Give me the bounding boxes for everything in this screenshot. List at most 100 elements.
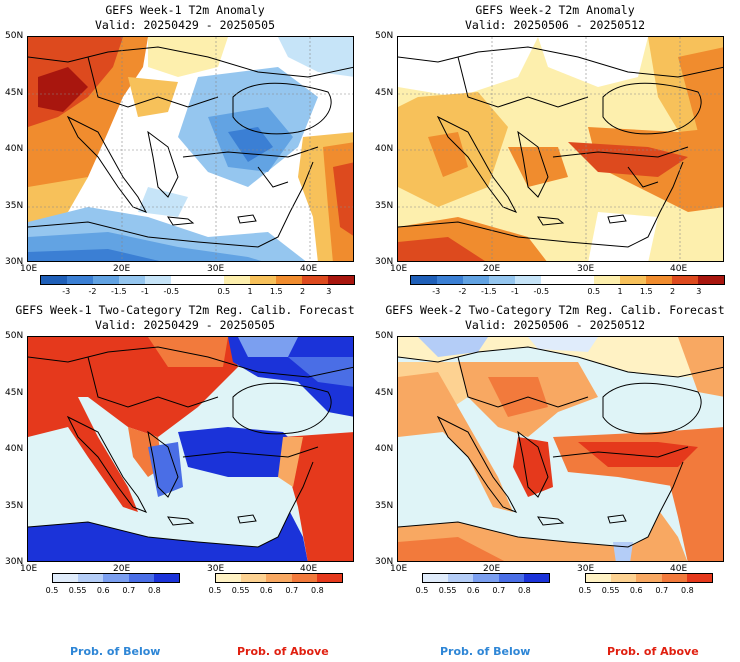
map-fill: [398, 337, 723, 561]
colorbar-swatch: [593, 276, 620, 284]
colorbar-swatch: [41, 276, 68, 284]
lon-label: 20E: [483, 264, 501, 274]
colorbar-swatch: [523, 574, 550, 582]
lon-label: 10E: [20, 264, 38, 274]
colorbar-tick-label: 0.5: [208, 586, 222, 595]
colorbar-tick-label: -1.5: [110, 287, 127, 296]
anomaly-colorbar: [410, 275, 725, 285]
lat-label: 35N: [375, 501, 394, 511]
colorbar-swatch: [489, 276, 516, 284]
panel-title: GEFS Week-1 Two-Category T2m Reg. Calib.…: [15, 303, 355, 317]
lon-label: 20E: [113, 564, 131, 574]
panel-subtitle: Valid: 20250429 - 20250505: [94, 318, 275, 332]
colorbar-tick-label: -1: [511, 287, 519, 296]
lon-label: 20E: [113, 264, 131, 274]
lat-label: 45N: [5, 388, 24, 398]
lon-label: 30E: [577, 264, 595, 274]
colorbar-swatch: [249, 276, 276, 284]
colorbar-tick-label: 0.7: [492, 586, 506, 595]
colorbar-tick-label: 0.6: [96, 586, 110, 595]
lat-label: 35N: [375, 201, 394, 211]
colorbar-swatch: [103, 574, 129, 582]
prob-below-label: Prob. of Below: [440, 645, 531, 658]
colorbar-swatch: [153, 574, 180, 582]
lat-label: 40N: [5, 144, 24, 154]
anomaly-map: [27, 36, 354, 262]
lat-label: 50N: [375, 331, 394, 341]
colorbar-tick-label: -1.5: [480, 287, 497, 296]
colorbar-swatch: [128, 574, 154, 582]
map-fill: [28, 37, 353, 261]
colorbar-swatch: [197, 276, 224, 284]
lat-label: 40N: [5, 444, 24, 454]
colorbar-swatch: [423, 574, 449, 582]
lat-label: 30N: [5, 557, 24, 567]
lat-label: 50N: [375, 31, 394, 41]
colorbar-swatch: [119, 276, 146, 284]
colorbar-swatch: [145, 276, 172, 284]
colorbar-swatch: [697, 276, 724, 284]
colorbar-swatch: [316, 574, 343, 582]
lon-label: 30E: [207, 264, 225, 274]
lon-label: 10E: [20, 564, 38, 574]
lon-label: 20E: [483, 564, 501, 574]
panel-title: GEFS Week-1 T2m Anomaly: [105, 3, 265, 17]
anomaly-map: [397, 36, 724, 262]
colorbar-swatch: [567, 276, 594, 284]
colorbar-swatch: [473, 574, 499, 582]
lon-label: 40E: [670, 564, 688, 574]
colorbar-tick-label: 0.5: [415, 586, 429, 595]
colorbar-swatch: [645, 276, 672, 284]
lon-label: 40E: [300, 564, 318, 574]
colorbar-tick-label: -2: [88, 287, 97, 296]
panel-week1-probability: GEFS Week-1 Two-Category T2m Reg. Calib.…: [0, 300, 370, 600]
colorbar-swatch: [291, 574, 317, 582]
colorbar-swatch: [266, 574, 292, 582]
panel-week2-probability: GEFS Week-2 Two-Category T2m Reg. Calib.…: [370, 300, 740, 600]
colorbar-tick-label: 3: [696, 287, 702, 296]
colorbar-swatch: [301, 276, 328, 284]
anomaly-colorbar: [40, 275, 355, 285]
colorbar-tick-label: 1: [617, 287, 623, 296]
colorbar-tick-label: 0.8: [148, 586, 161, 595]
colorbar-tick-label: 2: [299, 287, 306, 296]
colorbar-tick-label: 0.7: [122, 586, 136, 595]
colorbar-tick-label: 0.55: [68, 586, 87, 595]
lat-label: 40N: [375, 444, 394, 454]
colorbar-swatch: [541, 276, 568, 284]
prob-above-colorbar: [585, 573, 713, 583]
colorbar-tick-label: 0.8: [518, 586, 531, 595]
panel-week1-anomaly: GEFS Week-1 T2m Anomaly Valid: 20250429 …: [0, 0, 370, 300]
colorbar-tick-label: -0.5: [533, 287, 550, 296]
lon-label: 40E: [670, 264, 688, 274]
colorbar-swatch: [586, 574, 612, 582]
colorbar-tick-label: 0.5: [45, 586, 59, 595]
colorbar-swatch: [498, 574, 524, 582]
panel-week2-anomaly: GEFS Week-2 T2m Anomaly Valid: 20250506 …: [370, 0, 740, 300]
colorbar-tick-label: 0.5: [217, 287, 231, 296]
map-fill: [28, 337, 353, 561]
colorbar-swatch: [671, 276, 698, 284]
colorbar-swatch: [171, 276, 198, 284]
colorbar-swatch: [327, 276, 354, 284]
colorbar-swatch: [93, 276, 120, 284]
lon-label: 30E: [577, 564, 595, 574]
colorbar-swatch: [463, 276, 490, 284]
colorbar-tick-label: -3: [432, 287, 441, 296]
lat-label: 50N: [5, 31, 24, 41]
probability-map: [397, 336, 724, 562]
colorbar-tick-label: 0.6: [466, 586, 480, 595]
colorbar-tick-label: 1: [247, 287, 253, 296]
colorbar-swatch: [275, 276, 302, 284]
colorbar-tick-label: -1: [141, 287, 149, 296]
panel-subtitle: Valid: 20250506 - 20250512: [464, 18, 645, 32]
colorbar-tick-label: 0.55: [231, 586, 250, 595]
prob-below-colorbar: [52, 573, 180, 583]
panel-title: GEFS Week-2 T2m Anomaly: [475, 3, 635, 17]
probability-map: [27, 336, 354, 562]
colorbar-tick-label: 0.55: [601, 586, 620, 595]
colorbar-tick-label: 0.7: [655, 586, 669, 595]
colorbar-swatch: [216, 574, 242, 582]
colorbar-tick-label: -3: [62, 287, 71, 296]
colorbar-tick-label: 0.6: [259, 586, 273, 595]
